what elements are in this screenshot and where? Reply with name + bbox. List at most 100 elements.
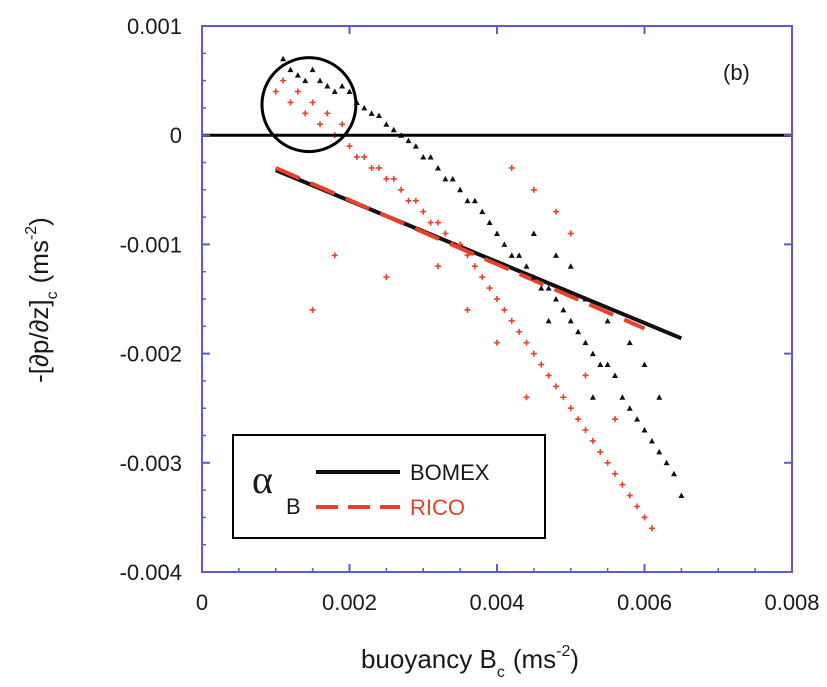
bomex-point — [449, 175, 456, 182]
rico-point — [309, 99, 316, 106]
rico-point — [412, 197, 419, 204]
rico-point — [582, 372, 589, 379]
rico-point — [641, 514, 648, 521]
bomex-point — [280, 55, 287, 62]
bomex-point — [390, 126, 397, 133]
bomex-point — [508, 252, 515, 258]
y-tick-label: 0 — [170, 123, 182, 148]
rico-point — [339, 121, 346, 128]
rico-point — [331, 252, 338, 259]
bomex-point — [376, 112, 382, 119]
bomex-point — [619, 394, 626, 400]
rico-point — [420, 208, 427, 215]
bomex-point — [523, 263, 530, 269]
rico-point — [449, 241, 456, 248]
rico-point — [648, 525, 655, 532]
bomex-point — [612, 372, 618, 378]
bomex-point — [567, 263, 574, 269]
y-tick-label: -0.004 — [120, 560, 182, 585]
bomex-point — [553, 296, 559, 302]
x-axis-title: buoyancy Bc (ms-2) — [361, 643, 579, 681]
x-tick-label: 0 — [196, 590, 208, 615]
bomex-point — [641, 361, 648, 368]
rico-point — [464, 306, 471, 313]
rico-point — [272, 88, 279, 95]
rico-point — [302, 110, 309, 117]
bomex-point — [420, 154, 427, 160]
bomex-point — [678, 492, 685, 499]
y-axis-title: -[∂p/∂z]c (ms-2) — [23, 217, 61, 383]
rico-point — [494, 339, 500, 346]
highlight-circle — [260, 56, 358, 154]
legend-box — [232, 434, 546, 539]
rico-point — [353, 154, 360, 161]
bomex-point — [626, 339, 633, 346]
y-axis-title-unit-close: ) — [24, 217, 54, 226]
rico-point — [523, 394, 530, 401]
rico-fit-line — [274, 166, 646, 331]
bomex-point — [368, 110, 375, 116]
rico-point — [501, 306, 508, 313]
x-tick-label: 0.004 — [469, 590, 524, 615]
bomex-point — [339, 83, 346, 89]
rico-point — [508, 317, 515, 324]
rico-point — [538, 361, 545, 368]
bomex-point — [302, 77, 309, 84]
rico-point — [553, 383, 559, 390]
bomex-point — [501, 241, 508, 247]
bomex-point — [589, 394, 596, 400]
bomex-point — [486, 219, 493, 226]
bomex-point — [656, 394, 663, 400]
rico-point — [567, 405, 574, 412]
rico-point — [597, 448, 604, 455]
rico-point — [560, 394, 567, 401]
y-tick-label: -0.001 — [120, 232, 182, 257]
bomex-point — [471, 197, 478, 204]
bomex-point — [567, 317, 574, 324]
bomex-point — [427, 154, 434, 160]
bomex-point — [560, 306, 567, 313]
bomex-point — [530, 274, 537, 280]
x-axis-title-unit-close: ) — [570, 644, 579, 674]
rico-point — [383, 175, 390, 182]
svg-text:-[∂p/∂z]c(ms-2): -[∂p/∂z]c (ms-2) — [23, 217, 61, 383]
rico-point — [508, 164, 515, 171]
rico-point — [435, 263, 441, 270]
y-axis-title-main: -[∂p/∂z] — [24, 299, 54, 382]
y-axis-title-unit-sup: -2 — [23, 226, 40, 240]
rico-point — [612, 416, 618, 423]
bomex-point — [538, 285, 545, 291]
rico-point — [405, 197, 412, 204]
rico-point — [287, 99, 294, 106]
bomex-point — [663, 459, 670, 466]
x-axis-title-unit: (ms — [513, 644, 556, 674]
rico-point — [494, 296, 500, 302]
rico-point — [471, 263, 478, 270]
rico-point — [516, 328, 523, 335]
legend: α B BOMEX RICO — [232, 434, 546, 539]
bomex-point — [634, 416, 641, 422]
rico-point — [545, 372, 552, 379]
bomex-point — [405, 137, 412, 144]
y-tick-label: 0.001 — [127, 14, 182, 39]
x-axis-title-main: buoyancy B — [361, 644, 497, 674]
bomex-point — [516, 252, 523, 258]
rico-point — [376, 164, 382, 171]
y-tick-label: -0.003 — [120, 451, 182, 476]
fit-lines — [274, 166, 683, 341]
bomex-point — [324, 83, 331, 89]
rico-point — [464, 252, 471, 259]
rico-point — [567, 230, 574, 237]
rico-point — [309, 306, 316, 313]
rico-point — [294, 88, 301, 95]
rico-point — [361, 154, 368, 161]
bomex-point — [309, 66, 316, 73]
bomex-point — [530, 230, 537, 236]
legend-rico-label: RICO — [410, 495, 465, 520]
rico-point — [457, 241, 464, 248]
bomex-point — [317, 77, 323, 84]
legend-bomex-label: BOMEX — [410, 460, 490, 485]
bomex-point — [553, 252, 559, 258]
bomex-point — [435, 164, 441, 171]
rico-point — [324, 110, 331, 117]
